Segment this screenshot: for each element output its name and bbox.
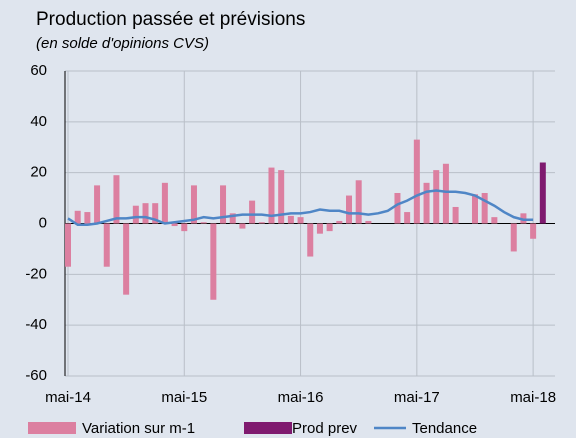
bar (113, 175, 120, 224)
bar (161, 182, 168, 224)
legend-label: Tendance (412, 420, 477, 437)
bar (278, 170, 285, 224)
bar (132, 205, 139, 224)
bar (287, 215, 294, 224)
bar (229, 213, 236, 224)
y-tick-label: -60 (25, 367, 47, 384)
bar (307, 223, 314, 257)
bar (433, 170, 440, 224)
bar (452, 206, 459, 224)
bar (316, 223, 323, 234)
bar (123, 223, 130, 295)
bar (181, 223, 188, 232)
bar (394, 193, 401, 224)
bar (491, 217, 498, 224)
bar (471, 194, 478, 224)
bar (258, 222, 265, 224)
bar (326, 223, 333, 232)
bar (530, 223, 537, 239)
bar (152, 203, 159, 224)
bar (404, 212, 411, 224)
y-tick-label: 20 (30, 164, 47, 181)
bar (268, 167, 275, 224)
bar (481, 193, 488, 224)
bar (249, 200, 256, 224)
bar (346, 195, 353, 224)
bar (142, 203, 149, 224)
bar (336, 220, 343, 224)
bar (220, 185, 227, 224)
bar (355, 180, 362, 224)
bar (190, 185, 197, 224)
legend-label: Variation sur m-1 (82, 420, 195, 437)
x-tick-label: mai-15 (161, 389, 207, 406)
legend-swatch (28, 422, 76, 434)
bar (510, 223, 517, 252)
y-tick-label: -20 (25, 265, 47, 282)
x-tick-label: mai-14 (45, 389, 91, 406)
x-tick-label: mai-18 (510, 389, 556, 406)
trend-line (67, 189, 534, 227)
bar (200, 222, 207, 224)
legend-label: Prod prev (292, 420, 358, 437)
bar (423, 182, 430, 224)
y-tick-label: 40 (30, 113, 47, 130)
bar (210, 223, 217, 300)
y-tick-label: 60 (30, 62, 47, 79)
bar (84, 212, 91, 224)
y-tick-label: -40 (25, 316, 47, 333)
bar (413, 139, 420, 224)
bar (103, 223, 110, 267)
legend-swatch (244, 422, 292, 434)
bar (171, 223, 178, 227)
bar (297, 217, 304, 224)
bar (365, 220, 372, 224)
bar (65, 223, 71, 267)
x-tick-label: mai-17 (394, 389, 440, 406)
bar (74, 210, 81, 224)
bar (94, 185, 101, 224)
bar (442, 163, 449, 224)
bar (539, 162, 546, 224)
y-tick-label: 0 (39, 214, 47, 231)
chart-title: Production passée et prévisions (36, 9, 305, 30)
chart-subtitle: (en solde d'opinions CVS) (36, 35, 209, 52)
bar (239, 223, 246, 229)
x-tick-label: mai-16 (278, 389, 324, 406)
